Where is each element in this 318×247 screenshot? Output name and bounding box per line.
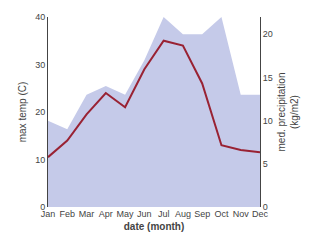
svg-text:Apr: Apr [99,209,113,219]
svg-text:Jun: Jun [137,209,152,219]
svg-text:Jan: Jan [41,209,56,219]
svg-text:Nov: Nov [233,209,250,219]
svg-text:20: 20 [35,107,45,117]
svg-text:15: 15 [263,73,273,83]
svg-text:Feb: Feb [60,209,76,219]
svg-text:10: 10 [263,116,273,126]
svg-text:20: 20 [263,29,273,39]
svg-text:max temp (C): max temp (C) [17,82,28,143]
svg-text:Jul: Jul [158,209,170,219]
svg-text:0: 0 [40,202,45,212]
svg-text:30: 30 [35,60,45,70]
svg-text:Aug: Aug [175,209,191,219]
svg-text:date (month): date (month) [124,221,185,232]
svg-text:May: May [117,209,135,219]
svg-text:Mar: Mar [79,209,95,219]
svg-text:Dec: Dec [252,209,269,219]
svg-text:5: 5 [263,159,268,169]
svg-text:40: 40 [35,12,45,22]
svg-text:0: 0 [263,202,268,212]
svg-text:med. precipitation(kg/m2): med. precipitation(kg/m2) [276,73,300,152]
svg-text:Oct: Oct [214,209,229,219]
svg-text:Sep: Sep [194,209,210,219]
svg-text:10: 10 [35,155,45,165]
